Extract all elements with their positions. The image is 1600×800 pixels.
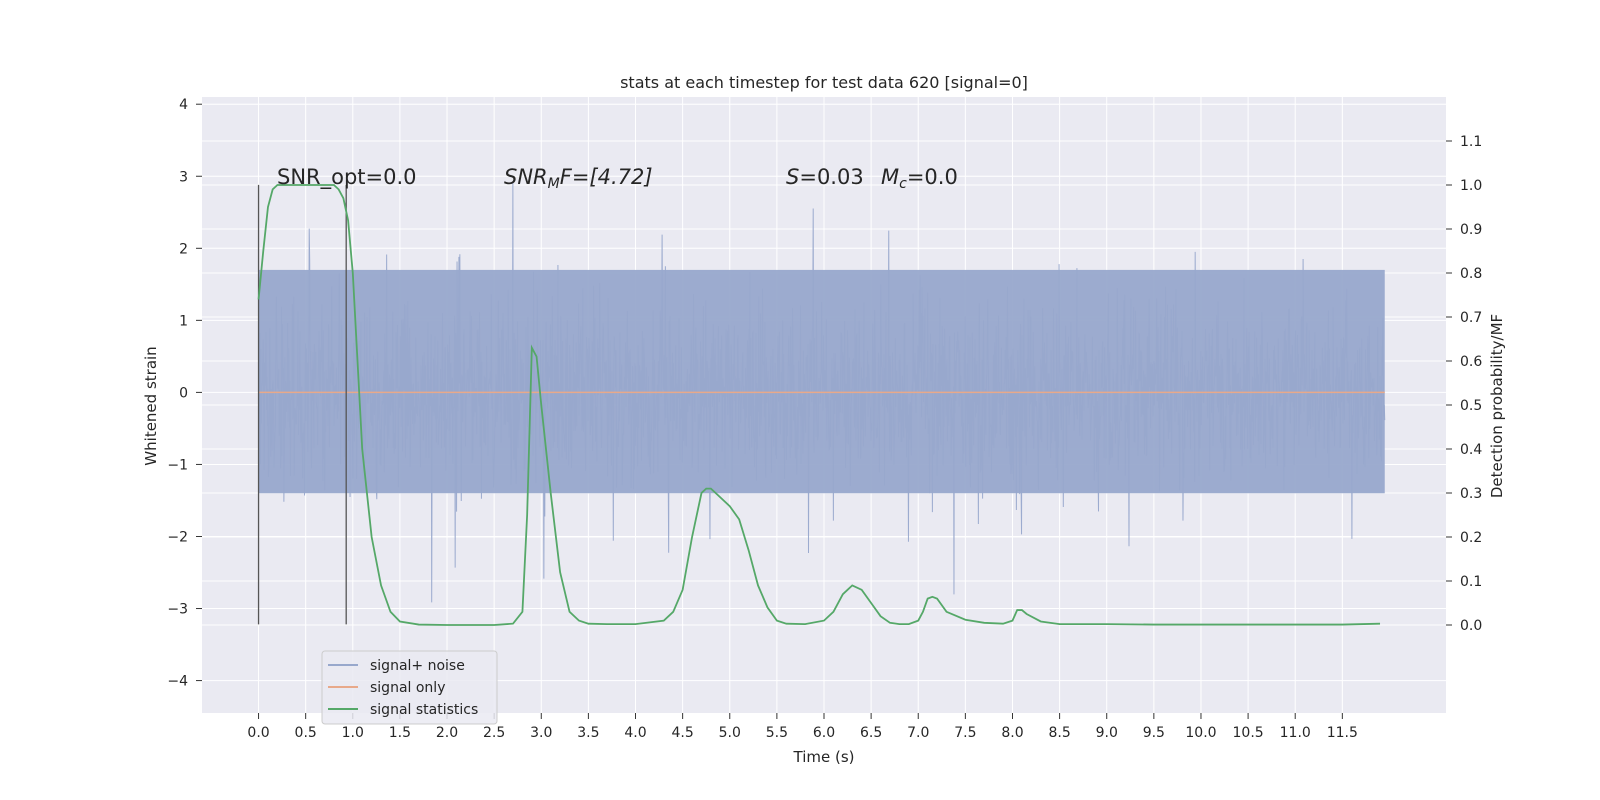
x-tick-label: 4.0 xyxy=(624,725,646,741)
y-right-tick-label: 0.9 xyxy=(1460,222,1482,238)
x-axis-ticks: 0.0 0.5 1.0 1.5 2.0 2.5 3.0 3.5 4.0 4.5 5.0 5.5 6.0 6… xyxy=(247,713,1358,741)
y-right-tick-label: 0.6 xyxy=(1460,354,1482,370)
chart-title: stats at each timestep for test data 620… xyxy=(620,73,1028,92)
x-tick-label: 0.0 xyxy=(247,725,269,741)
x-tick-label: 1.5 xyxy=(389,725,411,741)
y-axis-right-ticks: 1.1 1.0 0.9 0.8 0.7 0.6 0.5 0.4 0.3 0.2 0.1 0.0 xyxy=(1446,134,1482,634)
y-right-tick-label: 1.1 xyxy=(1460,134,1482,150)
y-right-tick-label: 0.3 xyxy=(1460,486,1482,502)
legend-label-signal-statistics: signal statistics xyxy=(370,702,478,718)
x-tick-label: 6.5 xyxy=(860,725,882,741)
y-tick-label: 3 xyxy=(179,169,188,185)
x-tick-label: 9.0 xyxy=(1096,725,1118,741)
snr-mf-subscript: M xyxy=(548,176,560,192)
y-tick-label: −2 xyxy=(167,529,188,545)
y-right-tick-label: 1.0 xyxy=(1460,178,1482,194)
x-tick-label: 5.5 xyxy=(766,725,788,741)
y-axis-left-ticks: 4 3 2 1 0 −1 −2 −3 −4 xyxy=(167,97,202,690)
mc-annotation: Mc=0.0 xyxy=(881,165,958,192)
mc-base: M xyxy=(881,165,899,189)
x-tick-label: 5.0 xyxy=(719,725,741,741)
x-tick-label: 0.5 xyxy=(295,725,317,741)
x-tick-label: 9.5 xyxy=(1143,725,1165,741)
x-tick-label: 3.0 xyxy=(530,725,552,741)
y-tick-label: 2 xyxy=(179,241,188,257)
plot-area xyxy=(257,181,1386,626)
mc-subscript: c xyxy=(899,176,907,192)
legend-label-signal-plus-noise: signal+ noise xyxy=(370,658,465,674)
x-tick-label: 2.5 xyxy=(483,725,505,741)
y-right-tick-label: 0.5 xyxy=(1460,398,1482,414)
y-tick-label: 1 xyxy=(179,313,188,329)
x-tick-label: 3.5 xyxy=(577,725,599,741)
x-tick-label: 11.5 xyxy=(1327,725,1358,741)
y-tick-label: −4 xyxy=(167,674,188,690)
legend-box xyxy=(321,650,498,725)
x-tick-label: 11.0 xyxy=(1280,725,1311,741)
snr-mf-base: SNR xyxy=(504,165,548,189)
x-tick-label: 7.5 xyxy=(954,725,976,741)
x-tick-label: 1.0 xyxy=(342,725,364,741)
snr-mf-annotation: SNRMF=[4.72] xyxy=(504,165,653,192)
marker-lines xyxy=(257,184,347,625)
y-right-tick-label: 0.4 xyxy=(1460,442,1482,458)
y-tick-label: −3 xyxy=(167,602,188,618)
x-tick-label: 10.5 xyxy=(1233,725,1264,741)
x-tick-label: 4.5 xyxy=(672,725,694,741)
y-tick-label: −1 xyxy=(167,457,188,473)
y-right-tick-label: 0.7 xyxy=(1460,310,1482,326)
y-tick-label: 4 xyxy=(179,97,188,113)
y-right-tick-label: 0.2 xyxy=(1460,530,1482,546)
legend: signal+ noise signal only signal statist… xyxy=(321,650,498,725)
x-tick-label: 2.0 xyxy=(436,725,458,741)
s-symbol: S xyxy=(786,165,799,189)
snr-opt-annotation: SNR_opt=0.0 xyxy=(277,165,417,190)
s-value: =0.03 xyxy=(799,165,863,189)
x-tick-label: 8.5 xyxy=(1048,725,1070,741)
x-tick-label: 10.0 xyxy=(1185,725,1216,741)
legend-label-signal-only: signal only xyxy=(370,680,445,696)
signal-plus-noise-series xyxy=(258,181,1386,603)
y-axis-right-label: Detection probability/MF xyxy=(1488,314,1506,498)
signal-plus-noise-band xyxy=(258,269,1385,494)
x-tick-label: 8.0 xyxy=(1001,725,1023,741)
y-right-tick-label: 0.1 xyxy=(1460,574,1482,590)
x-tick-label: 7.0 xyxy=(907,725,929,741)
x-tick-label: 6.0 xyxy=(813,725,835,741)
s-annotation: S=0.03 xyxy=(786,165,864,189)
snr-mf-rest: F=[4.72] xyxy=(560,165,653,189)
y-axis-label: Whitened strain xyxy=(142,346,160,465)
mc-value: =0.0 xyxy=(907,165,958,189)
signal-statistics-series xyxy=(257,184,1381,626)
x-axis-label: Time (s) xyxy=(793,748,855,766)
y-tick-label: 0 xyxy=(179,385,188,401)
y-right-tick-label: 0.8 xyxy=(1460,266,1482,282)
signal-statistics-line xyxy=(257,184,1381,626)
y-right-tick-label: 0.0 xyxy=(1460,618,1482,634)
